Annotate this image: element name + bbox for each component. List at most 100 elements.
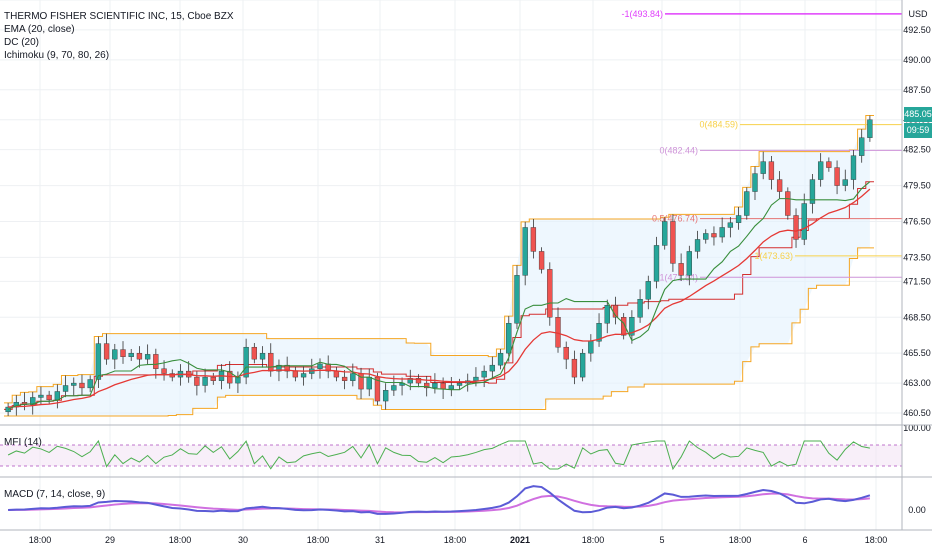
candle-body xyxy=(473,376,479,381)
price-tick: 487.50 xyxy=(903,85,931,95)
candle-body xyxy=(727,222,734,228)
price-tick: 482.50 xyxy=(903,145,931,155)
time-tick: 18:00 xyxy=(29,535,52,545)
fib-label: 1(471.84) xyxy=(659,272,698,282)
candle-body xyxy=(251,346,257,360)
candle-body xyxy=(760,161,766,174)
candle-body xyxy=(522,227,528,276)
price-tick: 471.50 xyxy=(903,276,931,286)
candle-body xyxy=(30,397,36,405)
legend-dc[interactable]: DC (20) xyxy=(4,37,40,48)
candle-body xyxy=(415,378,422,384)
candle-body xyxy=(194,376,200,386)
bar-countdown-badge: 09:59 xyxy=(904,123,932,138)
legend-ema[interactable]: EMA (20, close) xyxy=(4,24,75,35)
candle-body xyxy=(103,343,110,360)
candle-body xyxy=(62,385,69,392)
candle-body xyxy=(153,354,159,369)
price-tick: 490.00 xyxy=(903,55,931,65)
candle-body xyxy=(292,370,299,378)
mfi-legend[interactable]: MFI (14) xyxy=(4,437,42,448)
candle-body xyxy=(621,317,627,336)
candle-body xyxy=(547,269,553,318)
price-tick: 468.50 xyxy=(903,312,931,322)
price-tick: 479.50 xyxy=(903,181,931,191)
candle-body xyxy=(719,227,725,238)
price-tick: 460.50 xyxy=(903,408,931,418)
candle-body xyxy=(801,203,807,240)
candle-body xyxy=(79,382,85,389)
candle-body xyxy=(120,349,126,357)
time-tick: 30 xyxy=(238,535,248,545)
candle-body xyxy=(161,368,167,374)
candle-body xyxy=(5,406,11,413)
candle-body xyxy=(382,390,389,402)
candle-body xyxy=(653,245,660,282)
candle-body xyxy=(46,394,52,401)
candle-body xyxy=(284,364,290,372)
candle-body xyxy=(711,233,717,238)
time-tick: 6 xyxy=(802,535,807,545)
candle-body xyxy=(809,179,816,204)
time-tick: 29 xyxy=(105,535,115,545)
donchian-upper xyxy=(4,115,874,404)
macd-panel: 0.00 xyxy=(8,485,926,515)
candle-body xyxy=(670,221,676,264)
legend-ichimoku[interactable]: Ichimoku (9, 70, 80, 26) xyxy=(4,50,110,61)
time-tick: 2021 xyxy=(510,535,530,545)
candle-body xyxy=(579,352,586,378)
candle-body xyxy=(202,376,208,386)
candle-body xyxy=(366,376,372,390)
candle-body xyxy=(703,233,709,240)
candle-body xyxy=(867,119,873,138)
candle-body xyxy=(268,352,274,372)
currency-unit: USD xyxy=(908,9,928,19)
candle-body xyxy=(128,352,134,357)
candle-body xyxy=(530,227,537,252)
candle-body xyxy=(604,305,610,324)
candle-body xyxy=(276,364,282,372)
symbol-title[interactable]: THERMO FISHER SCIENTIFIC INC, 15, Cboe B… xyxy=(4,11,234,22)
price-tick: 465.50 xyxy=(903,348,931,358)
ema-line xyxy=(8,188,871,408)
candle-body xyxy=(826,161,832,168)
candle-body xyxy=(95,343,102,380)
fib-label: 0.5(476.74) xyxy=(652,214,698,224)
fib-retracement: -1(493.84) 0(484.59) 0(482.44) 0.5(476.74) 1… xyxy=(621,9,902,282)
donchian-lower xyxy=(4,247,874,417)
time-tick: 18:00 xyxy=(865,535,888,545)
candle-body xyxy=(735,215,742,223)
candle-body xyxy=(391,385,397,391)
macd-legend[interactable]: MACD (7, 14, close, 9) xyxy=(4,489,106,500)
mfi-band xyxy=(0,445,902,466)
macd-line xyxy=(8,485,871,515)
time-tick: 31 xyxy=(375,535,385,545)
indicator-lines xyxy=(7,181,871,410)
candle-body xyxy=(571,358,578,378)
mfi-tick: 100.00 xyxy=(903,423,931,433)
time-tick: 5 xyxy=(659,535,664,545)
candle-body xyxy=(497,352,504,366)
candle-body xyxy=(596,323,602,342)
fib-label: 0(482.44) xyxy=(659,145,698,155)
candle-body xyxy=(144,354,151,360)
candle-body xyxy=(112,349,118,360)
candle-body xyxy=(538,251,545,270)
candle-body xyxy=(752,173,758,192)
candle-body xyxy=(341,376,348,381)
candle-body xyxy=(300,373,307,378)
time-tick: 18:00 xyxy=(729,535,752,545)
candle-body xyxy=(678,263,684,276)
candle-body xyxy=(350,373,356,381)
donchian-fill xyxy=(8,115,870,417)
candle-body xyxy=(448,385,454,390)
candle-body xyxy=(506,323,512,354)
candle-body xyxy=(489,364,496,372)
candle-body xyxy=(637,299,643,318)
price-tick: 463.00 xyxy=(903,378,931,388)
macd-tick: 0.00 xyxy=(908,505,926,515)
mfi-panel: 100.00 xyxy=(0,423,931,471)
mfi-line xyxy=(7,439,870,471)
candle-body xyxy=(768,161,775,180)
